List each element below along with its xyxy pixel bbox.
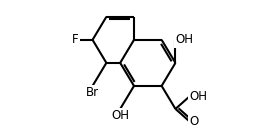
Text: Br: Br xyxy=(86,86,99,99)
Text: OH: OH xyxy=(189,90,207,103)
Text: O: O xyxy=(189,115,199,128)
Text: F: F xyxy=(72,33,79,46)
Text: OH: OH xyxy=(111,109,129,122)
Text: OH: OH xyxy=(176,33,193,46)
